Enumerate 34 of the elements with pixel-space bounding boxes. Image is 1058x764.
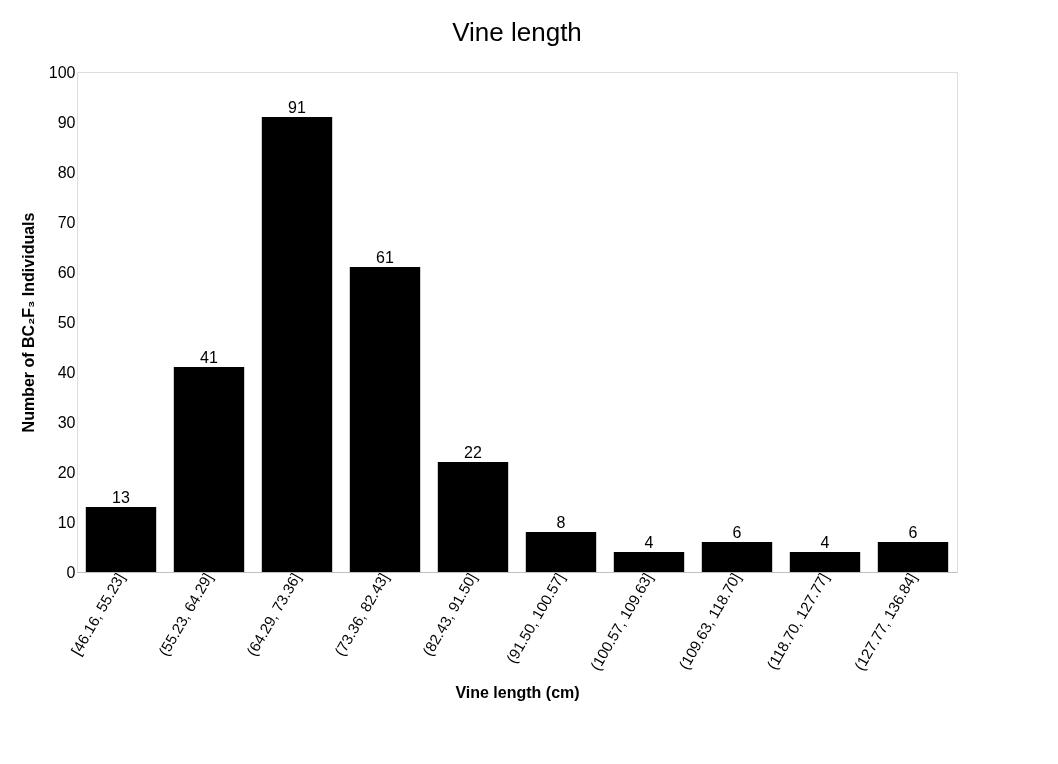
y-tick-label: 40 (57, 363, 76, 381)
y-tick-label: 100 (48, 63, 76, 81)
bar (789, 552, 861, 572)
data-label: 41 (200, 349, 218, 366)
bar (525, 532, 597, 572)
data-label: 22 (464, 444, 482, 461)
data-label: 4 (644, 534, 654, 551)
data-label: 6 (732, 524, 742, 541)
bar (85, 507, 157, 572)
bar (173, 367, 245, 572)
bar (877, 542, 949, 572)
bar (261, 117, 333, 572)
bar (349, 267, 421, 572)
y-tick-label: 10 (57, 513, 76, 531)
y-tick-label: 30 (57, 413, 76, 431)
y-axis-title: Number of BC₂F₃ Individuals (19, 212, 37, 433)
y-tick-label: 70 (57, 213, 76, 231)
data-label: 13 (112, 489, 130, 506)
data-label: 8 (556, 514, 566, 531)
y-tick-label: 60 (57, 263, 76, 281)
data-label: 4 (820, 534, 830, 551)
y-tick-label: 80 (57, 163, 76, 181)
y-tick-label: 20 (57, 463, 76, 481)
bar (437, 462, 509, 572)
chart-title: Vine length (452, 17, 582, 47)
data-label: 91 (288, 99, 306, 116)
y-tick-label: 90 (57, 113, 76, 131)
data-label: 6 (908, 524, 918, 541)
data-label: 61 (376, 249, 394, 266)
x-axis-title: Vine length (cm) (455, 684, 580, 702)
bar (701, 542, 773, 572)
y-tick-label: 50 (57, 313, 76, 331)
bar (613, 552, 685, 572)
y-tick-label: 0 (66, 563, 76, 581)
